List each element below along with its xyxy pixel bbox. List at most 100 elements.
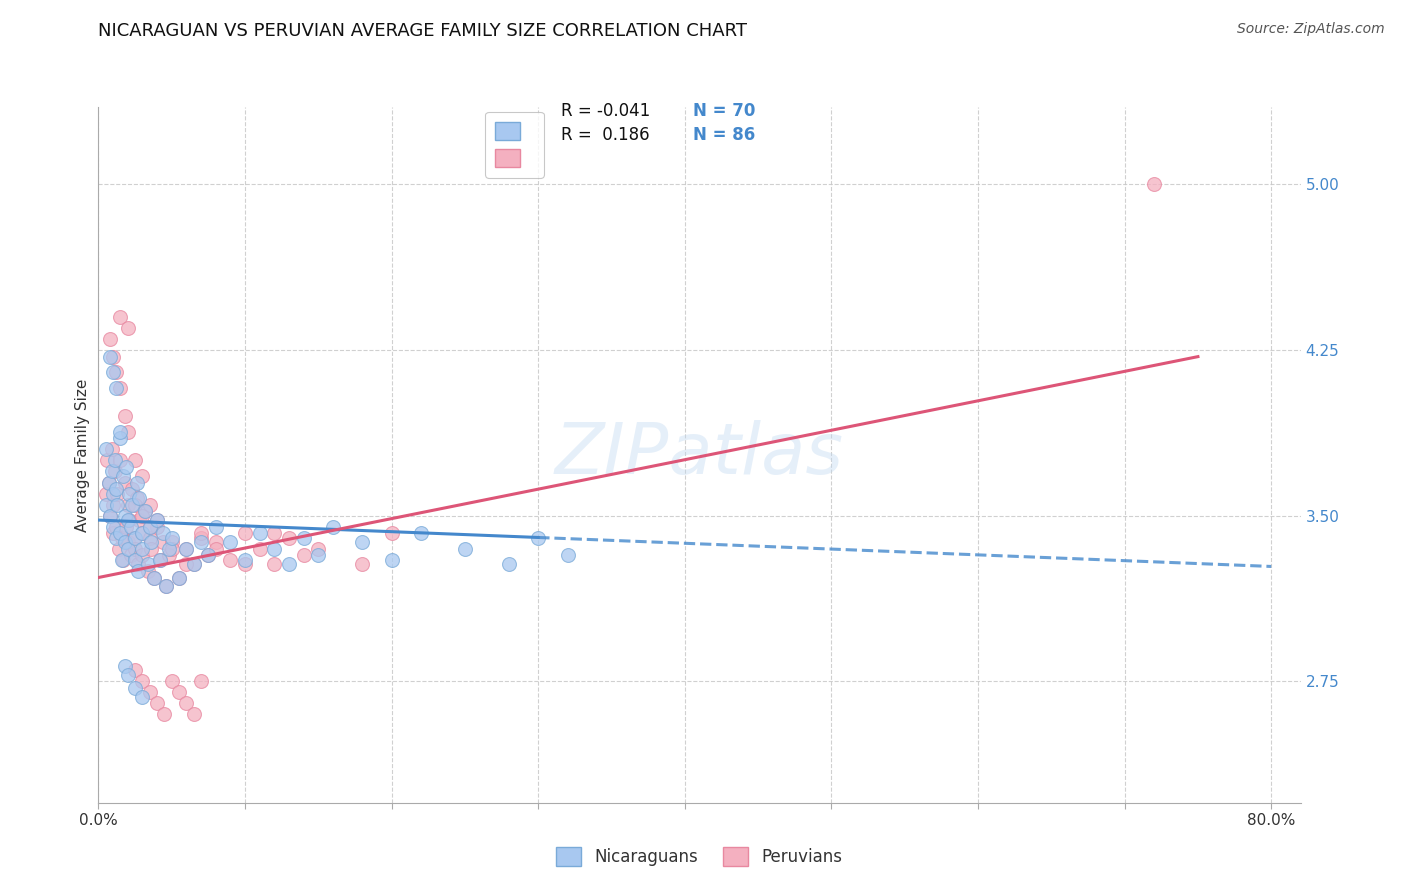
Point <box>124 531 146 545</box>
Point <box>96 453 118 467</box>
Point <box>149 553 172 567</box>
Point <box>454 541 477 556</box>
Point <box>125 491 148 505</box>
Point <box>105 482 128 496</box>
Point <box>160 541 183 556</box>
Point <box>117 425 139 439</box>
Point <box>152 526 174 541</box>
Point <box>352 535 374 549</box>
Y-axis label: Average Family Size: Average Family Size <box>75 378 90 532</box>
Point <box>138 685 160 699</box>
Point <box>124 498 146 512</box>
Point <box>352 558 374 572</box>
Point <box>557 549 579 563</box>
Point <box>136 564 159 578</box>
Point <box>97 475 120 490</box>
Point <box>94 498 117 512</box>
Point <box>97 475 120 490</box>
Point <box>127 558 149 572</box>
Point <box>381 553 404 567</box>
Point <box>105 380 128 394</box>
Point <box>146 513 169 527</box>
Point <box>124 553 146 567</box>
Point <box>146 697 169 711</box>
Point <box>94 442 117 457</box>
Point <box>105 365 128 379</box>
Point <box>152 535 174 549</box>
Point <box>112 553 135 567</box>
Point <box>160 531 183 545</box>
Point <box>101 526 124 541</box>
Point <box>120 519 142 533</box>
Point <box>155 579 177 593</box>
Point <box>111 531 134 545</box>
Point <box>307 541 329 556</box>
Point <box>183 707 205 722</box>
Point <box>157 541 180 556</box>
Point <box>498 558 520 572</box>
Point <box>128 491 150 505</box>
Point <box>204 541 226 556</box>
Point <box>105 531 128 545</box>
Point <box>233 558 256 572</box>
Point <box>183 558 205 572</box>
Point <box>160 535 183 549</box>
Point <box>278 558 301 572</box>
Point <box>233 526 256 541</box>
Point <box>110 310 132 324</box>
Point <box>167 570 190 584</box>
Point <box>117 667 139 681</box>
Point <box>111 553 134 567</box>
Text: Source: ZipAtlas.com: Source: ZipAtlas.com <box>1237 22 1385 37</box>
Point <box>249 541 271 556</box>
Point <box>160 674 183 689</box>
Point <box>114 475 136 490</box>
Point <box>131 469 153 483</box>
Point <box>103 453 125 467</box>
Legend: Nicaraguans, Peruvians: Nicaraguans, Peruvians <box>548 839 851 874</box>
Point <box>122 531 145 545</box>
Point <box>278 531 301 545</box>
Point <box>190 531 212 545</box>
Point <box>131 674 153 689</box>
Point <box>101 498 124 512</box>
Point <box>110 526 132 541</box>
Point <box>176 558 198 572</box>
Point <box>233 553 256 567</box>
Point <box>197 549 219 563</box>
Point <box>120 549 142 563</box>
Point <box>138 531 160 545</box>
Point <box>124 541 146 556</box>
Point <box>131 549 153 563</box>
Point <box>114 409 136 424</box>
Point <box>190 535 212 549</box>
Point <box>94 486 117 500</box>
Point <box>197 549 219 563</box>
Point <box>124 663 146 677</box>
Point <box>204 535 226 549</box>
Point <box>322 519 344 533</box>
Point <box>117 321 139 335</box>
Point <box>292 549 315 563</box>
Point <box>249 526 271 541</box>
Point <box>176 697 198 711</box>
Point <box>153 707 176 722</box>
Point <box>167 570 190 584</box>
Point <box>101 365 124 379</box>
Point <box>146 519 169 533</box>
Text: N = 70: N = 70 <box>693 102 756 120</box>
Point <box>143 570 166 584</box>
Point <box>114 508 136 523</box>
Point <box>263 558 285 572</box>
Point <box>292 531 315 545</box>
Point <box>101 519 124 533</box>
Point <box>219 553 242 567</box>
Point <box>141 535 163 549</box>
Text: NICARAGUAN VS PERUVIAN AVERAGE FAMILY SIZE CORRELATION CHART: NICARAGUAN VS PERUVIAN AVERAGE FAMILY SI… <box>98 22 748 40</box>
Point <box>219 535 242 549</box>
Point <box>138 519 160 533</box>
Point <box>103 465 125 479</box>
Text: R = -0.041: R = -0.041 <box>561 102 651 120</box>
Text: N = 86: N = 86 <box>693 126 755 144</box>
Point <box>1143 178 1166 192</box>
